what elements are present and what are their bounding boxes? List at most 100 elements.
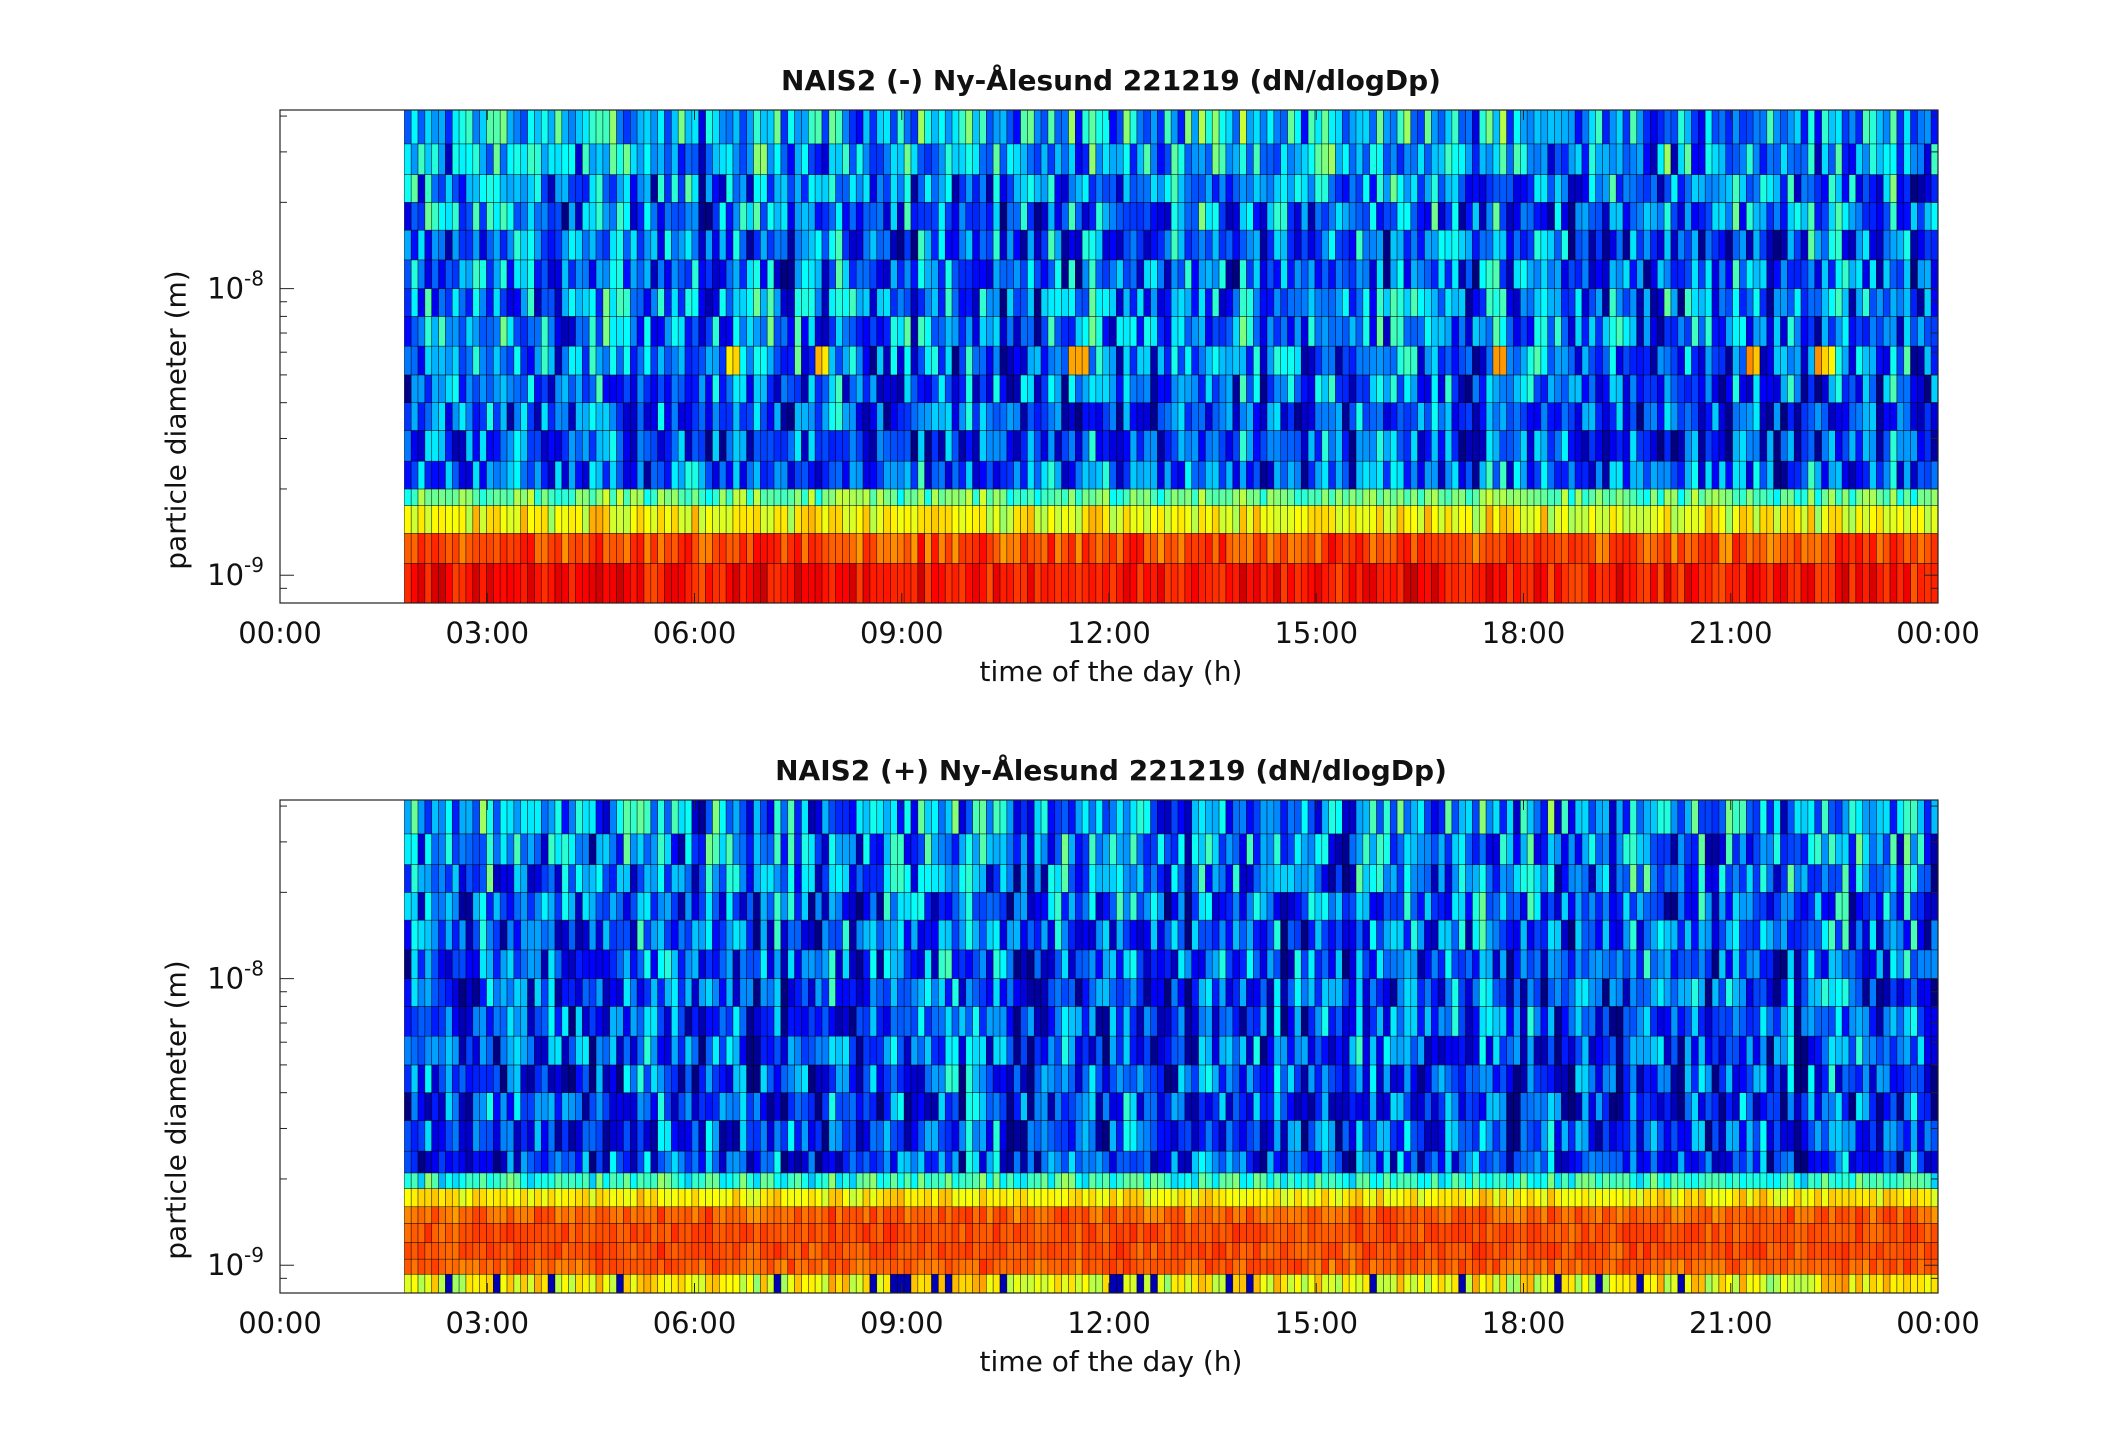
heatmap-cell — [575, 288, 583, 317]
heatmap-cell — [766, 533, 775, 564]
heatmap-cell — [1040, 460, 1049, 490]
heatmap-cell — [910, 345, 919, 376]
heatmap-cell — [636, 345, 645, 376]
heatmap-cell — [1348, 143, 1357, 175]
heatmap-cell — [1335, 374, 1343, 403]
heatmap-cell — [1615, 109, 1624, 145]
heatmap-cell — [465, 374, 474, 403]
heatmap-cell — [1116, 563, 1124, 604]
heatmap-cell — [1348, 174, 1357, 203]
heatmap-cell — [1629, 259, 1638, 289]
heatmap-cell — [1266, 288, 1275, 317]
heatmap-cell — [568, 259, 576, 289]
heatmap-cell — [766, 1035, 775, 1066]
heatmap-cell — [903, 229, 912, 261]
heatmap-cell — [1554, 563, 1562, 604]
heatmap-cell — [684, 833, 693, 865]
heatmap-cell — [766, 488, 775, 506]
heatmap-cell — [691, 1064, 700, 1093]
heatmap-cell — [417, 1223, 426, 1243]
heatmap-cell — [1704, 259, 1713, 289]
heatmap-cell — [1828, 174, 1836, 203]
heatmap-cell — [1369, 533, 1377, 564]
heatmap-cell — [725, 505, 734, 534]
heatmap-cell — [999, 316, 1008, 347]
heatmap-cell — [1650, 316, 1658, 347]
heatmap-cell — [458, 1035, 467, 1066]
heatmap-cell — [1800, 174, 1809, 203]
heatmap-cell — [657, 374, 665, 403]
heatmap-cell — [1109, 402, 1117, 431]
heatmap-cell — [465, 174, 474, 203]
heatmap-cell — [431, 1064, 439, 1093]
heatmap-cell — [1047, 259, 1056, 289]
heatmap-cell — [1513, 202, 1521, 231]
heatmap-cell — [1239, 533, 1247, 564]
heatmap-cell — [677, 402, 686, 431]
heatmap-cell — [1506, 460, 1514, 490]
heatmap-cell — [1821, 316, 1829, 347]
heatmap-cell — [472, 460, 480, 490]
heatmap-cell — [753, 533, 761, 564]
heatmap-cell — [493, 229, 501, 261]
heatmap-cell — [1300, 202, 1309, 231]
heatmap-cell — [1656, 460, 1665, 490]
heatmap-cell — [1622, 202, 1631, 231]
heatmap-cell — [807, 402, 816, 431]
heatmap-cell — [1424, 563, 1432, 604]
heatmap-cell — [650, 1273, 658, 1294]
heatmap-cell — [1458, 460, 1466, 490]
heatmap-cell — [1629, 345, 1638, 376]
heatmap-cell — [417, 1258, 426, 1275]
heatmap-cell — [1253, 202, 1261, 231]
heatmap-cell — [1732, 229, 1740, 261]
heatmap-cell — [1478, 488, 1487, 506]
heatmap-cell — [671, 345, 679, 376]
heatmap-cell — [493, 1188, 501, 1208]
heatmap-cell — [1150, 430, 1158, 462]
heatmap-cell — [992, 316, 1001, 347]
heatmap-cell — [1389, 202, 1398, 231]
x-tick-label: 12:00 — [1067, 616, 1151, 650]
heatmap-cell — [513, 1258, 522, 1275]
heatmap-cell — [890, 430, 898, 462]
heatmap-cell — [1704, 533, 1713, 564]
heatmap-cell — [493, 460, 501, 490]
heatmap-cell — [1561, 202, 1569, 231]
heatmap-cell — [712, 919, 720, 951]
heatmap-cell — [1609, 430, 1617, 462]
heatmap-cell — [451, 563, 460, 604]
heatmap-cell — [1622, 430, 1631, 462]
heatmap-cell — [1225, 505, 1234, 534]
heatmap-cell — [650, 799, 658, 835]
heatmap-cell — [1677, 345, 1685, 376]
heatmap-cell — [855, 563, 864, 604]
heatmap-cell — [938, 229, 946, 261]
heatmap-cell — [1068, 563, 1076, 604]
heatmap-cell — [1787, 374, 1795, 403]
heatmap-cell — [1732, 533, 1740, 564]
heatmap-cell — [807, 488, 816, 506]
heatmap-cell — [855, 488, 864, 506]
heatmap-cell — [451, 1035, 460, 1066]
heatmap-cell — [1410, 460, 1418, 490]
heatmap-cell — [1759, 229, 1768, 261]
heatmap-cell — [1061, 460, 1069, 490]
heatmap-cell — [1622, 533, 1631, 564]
heatmap-cell — [1027, 143, 1035, 175]
heatmap-cell — [1300, 143, 1309, 175]
heatmap-cell — [1595, 563, 1603, 604]
heatmap-cell — [794, 143, 802, 175]
heatmap-cell — [1506, 488, 1514, 506]
heatmap-cell — [623, 1035, 631, 1066]
heatmap-cell — [623, 174, 631, 203]
heatmap-cell — [1410, 402, 1418, 431]
heatmap-cell — [671, 202, 679, 231]
heatmap-cell — [650, 1172, 658, 1189]
heatmap-cell — [588, 1223, 597, 1243]
heatmap-cell — [1684, 109, 1692, 145]
heatmap-cell — [1396, 288, 1405, 317]
heatmap-cell — [671, 1092, 679, 1121]
heatmap-cell — [1205, 374, 1213, 403]
heatmap-cell — [1259, 174, 1268, 203]
